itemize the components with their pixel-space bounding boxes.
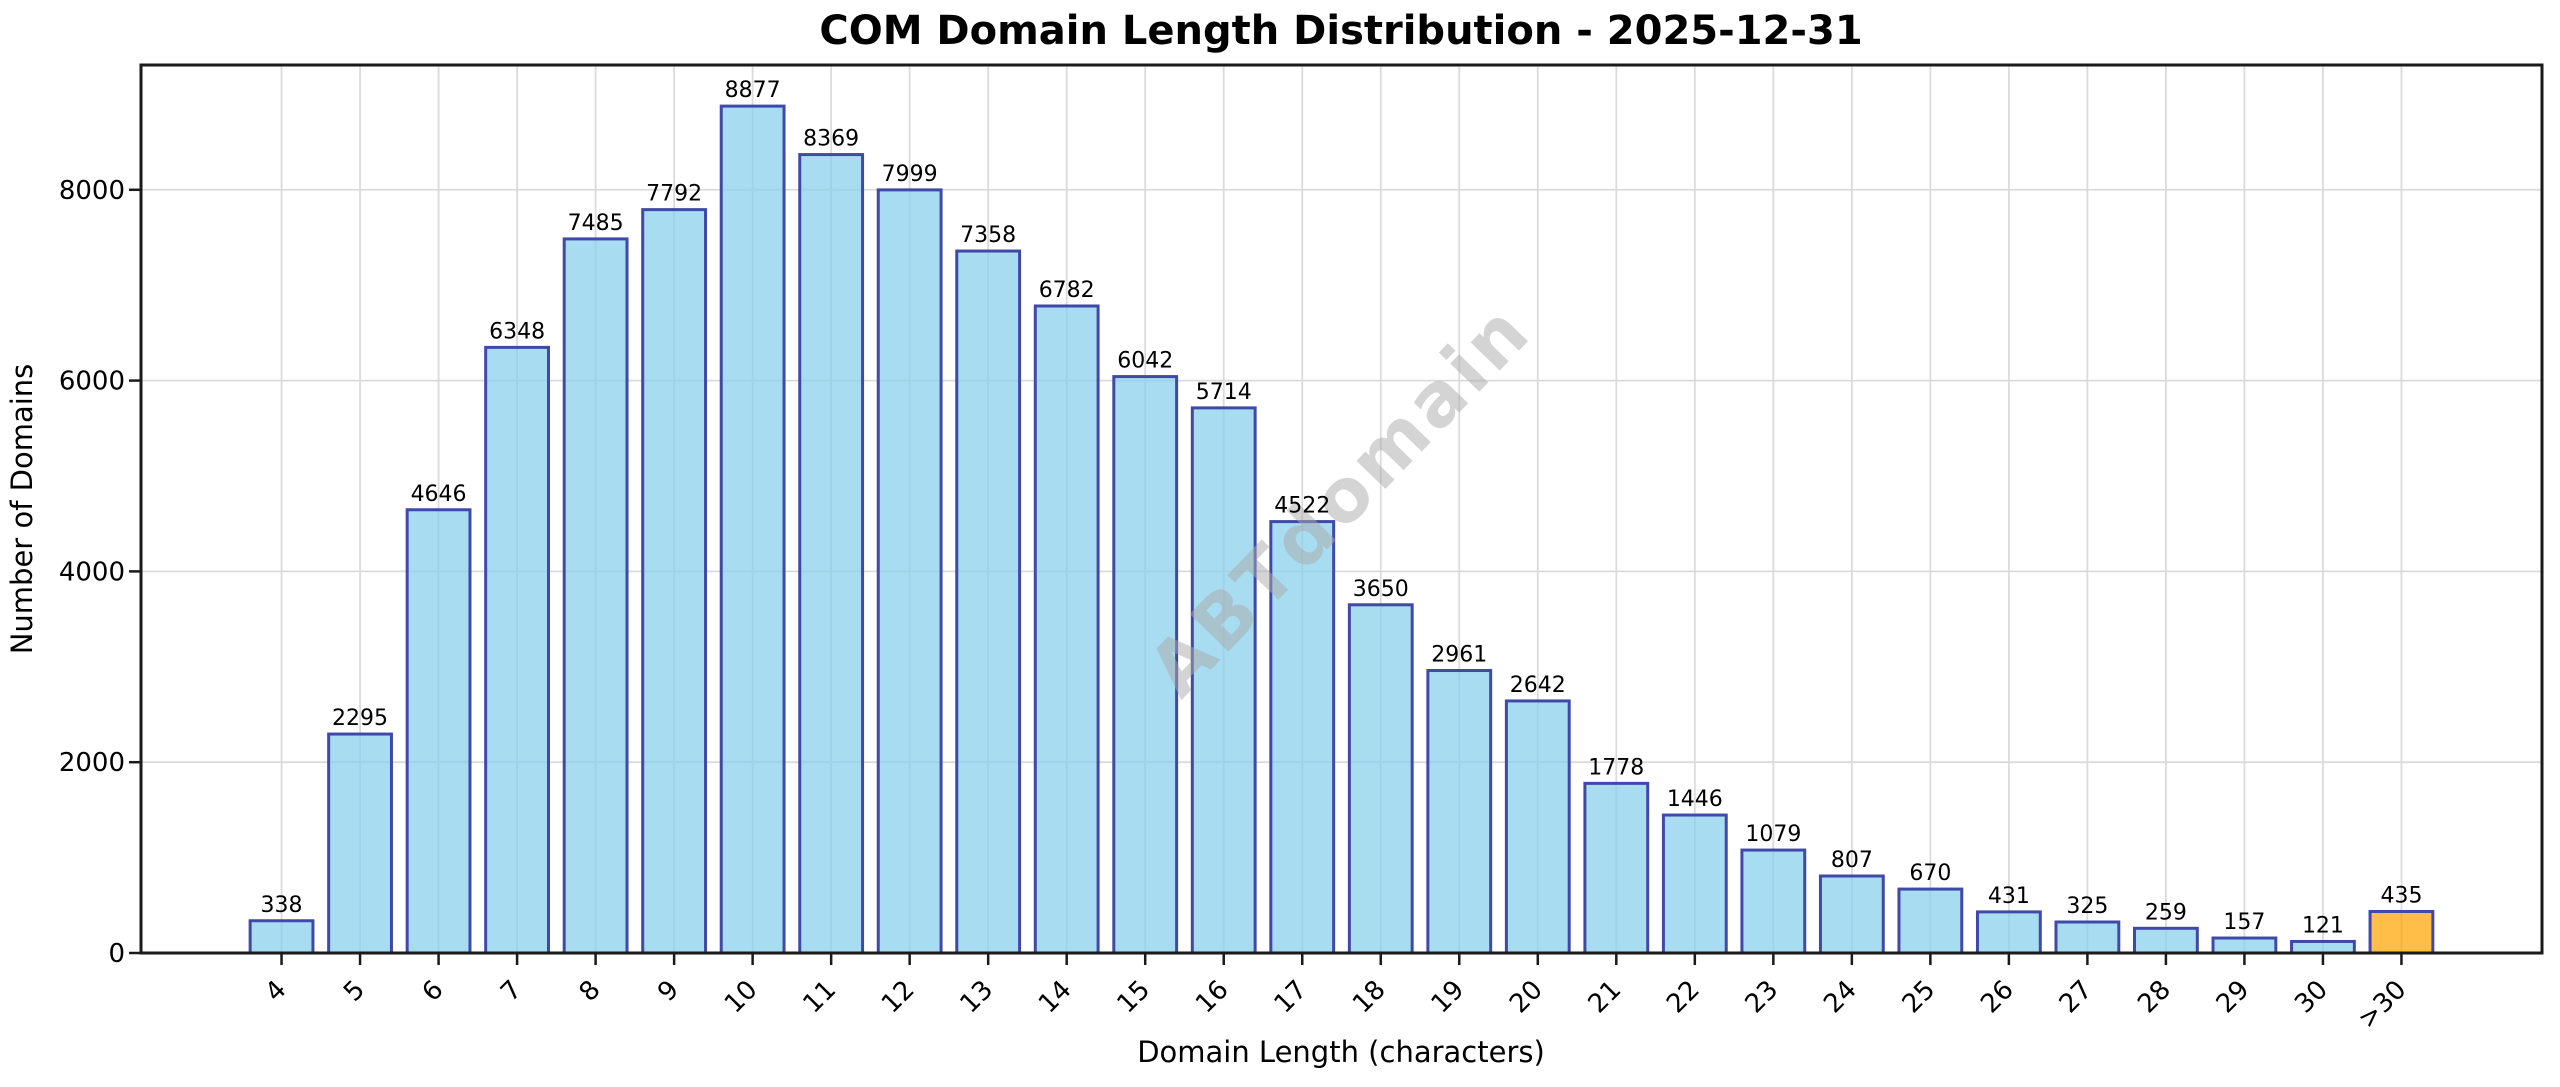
bar-value-label: 325 bbox=[2066, 894, 2108, 919]
x-tick-label: 9 bbox=[652, 975, 685, 1008]
bar-value-label: 3650 bbox=[1353, 577, 1409, 602]
bar bbox=[1975, 910, 2042, 955]
x-tick-label: 22 bbox=[1661, 975, 1706, 1020]
bar-value-label: 6042 bbox=[1117, 349, 1173, 374]
x-tick-label: 7 bbox=[495, 975, 528, 1008]
bar bbox=[405, 508, 472, 955]
bar-value-label: 1079 bbox=[1745, 822, 1801, 847]
x-tick-label: 25 bbox=[1897, 975, 1942, 1020]
x-tick-label: 21 bbox=[1583, 975, 1628, 1020]
bar bbox=[562, 237, 629, 955]
bar-value-label: 7792 bbox=[646, 182, 702, 207]
bar-value-label: 431 bbox=[1988, 884, 2030, 909]
bars bbox=[248, 104, 2435, 955]
bar bbox=[1661, 813, 1728, 955]
bar bbox=[876, 188, 943, 955]
y-tick-label: 2000 bbox=[59, 748, 125, 778]
bar bbox=[1347, 603, 1414, 955]
y-tick-label: 4000 bbox=[59, 557, 125, 587]
bar bbox=[955, 249, 1022, 955]
plot-frame bbox=[139, 63, 2544, 955]
x-tick-label: 20 bbox=[1504, 975, 1549, 1020]
bar-value-label: 2642 bbox=[1510, 673, 1566, 698]
x-tick-label: 18 bbox=[1347, 975, 1392, 1020]
chart-title: COM Domain Length Distribution - 2025-12… bbox=[819, 8, 1862, 54]
bar-value-label: 6782 bbox=[1039, 278, 1095, 303]
bar-value-label: 4646 bbox=[411, 482, 467, 507]
bar bbox=[484, 345, 550, 955]
bar-value-label: 4522 bbox=[1274, 494, 1330, 519]
x-tick-label: 6 bbox=[417, 975, 450, 1008]
bar bbox=[1740, 848, 1807, 955]
x-tick-label: 30 bbox=[2289, 975, 2334, 1020]
x-tick-label: 14 bbox=[1033, 975, 1078, 1020]
bar bbox=[1818, 874, 1885, 955]
x-tick-label: 26 bbox=[1975, 975, 2020, 1020]
bar-value-label: 1778 bbox=[1588, 755, 1644, 780]
x-tick-label: 12 bbox=[876, 975, 921, 1020]
bar-value-label: 435 bbox=[2380, 884, 2422, 909]
bar bbox=[1269, 520, 1336, 955]
bar-value-label: 1446 bbox=[1667, 787, 1723, 812]
bar bbox=[2290, 939, 2356, 955]
bar-value-labels: 338 2295 4646 6348 7485 7792 8877 8369 7999 7358 6… bbox=[261, 78, 2423, 938]
bar bbox=[1033, 304, 1100, 955]
bar-value-label: 2295 bbox=[332, 706, 388, 731]
bar-value-label: 2961 bbox=[1431, 643, 1487, 668]
bar bbox=[641, 208, 708, 955]
bar bbox=[1112, 375, 1179, 955]
bar-value-label: 259 bbox=[2145, 900, 2187, 925]
x-tick-label: 11 bbox=[797, 975, 842, 1020]
y-tick-label: 6000 bbox=[59, 367, 125, 397]
x-tick-label: 19 bbox=[1426, 975, 1471, 1020]
bar bbox=[1897, 887, 1964, 955]
bar-value-label: 670 bbox=[1909, 861, 1951, 886]
y-axis-label: Number of Domains bbox=[5, 364, 39, 655]
bar bbox=[2054, 920, 2121, 955]
bar-value-label: 7358 bbox=[960, 223, 1016, 248]
bar-value-label: 8877 bbox=[725, 78, 781, 103]
x-tick-label: 28 bbox=[2132, 975, 2177, 1020]
x-tick-label: 16 bbox=[1190, 975, 1235, 1020]
bar bbox=[1583, 781, 1650, 955]
x-tick-label: 17 bbox=[1269, 975, 1314, 1020]
bar-value-label: 338 bbox=[261, 893, 303, 918]
bar-value-label: 121 bbox=[2302, 913, 2344, 938]
bar bbox=[2133, 926, 2199, 955]
bar-value-label: 807 bbox=[1831, 848, 1873, 873]
x-tick-label: 27 bbox=[2054, 975, 2099, 1020]
bar bbox=[2211, 936, 2278, 955]
x-tick-label: 5 bbox=[338, 975, 371, 1008]
bar bbox=[1504, 699, 1571, 955]
bar bbox=[719, 104, 786, 955]
bar bbox=[798, 153, 865, 955]
x-axis-label: Domain Length (characters) bbox=[1137, 1035, 1545, 1069]
x-tick-label: 29 bbox=[2211, 975, 2256, 1020]
bar-value-label: 7999 bbox=[882, 162, 938, 187]
bar bbox=[327, 732, 393, 955]
bar bbox=[248, 919, 315, 955]
x-tick-label: >30 bbox=[2352, 975, 2412, 1035]
x-tick-label: 10 bbox=[719, 975, 764, 1020]
bar bbox=[1426, 669, 1493, 955]
bar bbox=[1190, 406, 1257, 955]
bar-value-label: 5714 bbox=[1196, 380, 1252, 405]
x-tick-label: 13 bbox=[955, 975, 1000, 1020]
x-tick-label: 24 bbox=[1818, 975, 1863, 1020]
bar-value-label: 8369 bbox=[803, 127, 859, 152]
bar-value-label: 6348 bbox=[489, 319, 545, 344]
bar-value-label: 7485 bbox=[568, 211, 624, 236]
x-tick-label: 8 bbox=[574, 975, 607, 1008]
bar-highlight bbox=[2368, 910, 2435, 955]
x-tick-label: 4 bbox=[260, 975, 293, 1008]
x-tick-label: 23 bbox=[1740, 975, 1785, 1020]
y-tick-label: 8000 bbox=[59, 176, 125, 206]
y-tick-label: 0 bbox=[108, 939, 125, 969]
bar-value-label: 157 bbox=[2223, 910, 2265, 935]
x-tick-label: 15 bbox=[1112, 975, 1157, 1020]
